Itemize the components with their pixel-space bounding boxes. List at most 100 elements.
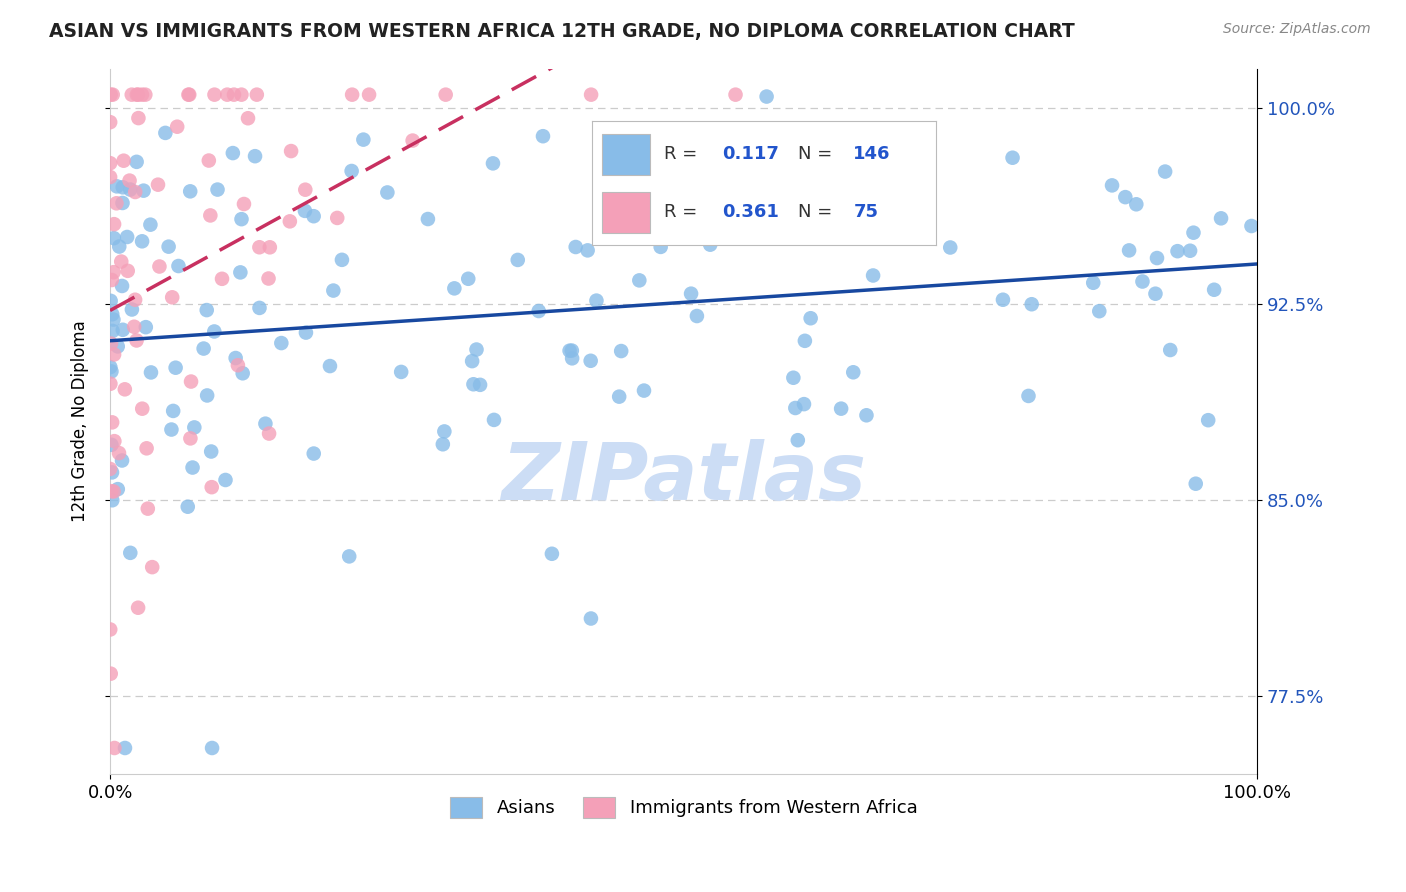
Point [177, 500, 200, 514]
Point [340, 87, 363, 102]
Point [127, 600, 149, 615]
Point [101, 307, 124, 321]
Point [100, 293, 122, 308]
Point [650, 240, 672, 254]
Point [377, 186, 399, 200]
Point [482, 413, 505, 427]
Point [1204, 283, 1226, 297]
Point [1017, 389, 1039, 403]
Point [1182, 226, 1205, 240]
Point [131, 235, 153, 249]
Point [564, 240, 586, 254]
Point [782, 370, 804, 384]
Point [862, 268, 884, 283]
Point [131, 401, 153, 416]
Point [340, 164, 363, 178]
Point [193, 342, 215, 356]
Point [141, 560, 163, 574]
Point [195, 388, 218, 402]
Point [201, 741, 224, 756]
Point [177, 87, 200, 102]
Point [855, 409, 877, 423]
Point [664, 211, 686, 226]
Point [114, 382, 136, 396]
Point [1197, 413, 1219, 427]
Point [226, 358, 249, 372]
Point [131, 87, 153, 102]
Point [202, 325, 225, 339]
Point [162, 404, 184, 418]
Point [468, 377, 491, 392]
Point [585, 293, 607, 308]
Point [146, 178, 169, 192]
Point [127, 87, 149, 102]
Point [1209, 211, 1232, 226]
Point [101, 416, 124, 430]
Point [110, 254, 132, 268]
Point [401, 134, 423, 148]
Point [257, 271, 280, 285]
Point [579, 87, 602, 102]
Point [817, 178, 839, 193]
Point [134, 87, 156, 102]
Point [120, 546, 142, 560]
Point [211, 272, 233, 286]
Point [1114, 190, 1136, 204]
Point [828, 216, 851, 230]
Point [103, 231, 125, 245]
Point [118, 173, 141, 187]
Point [527, 304, 550, 318]
Point [120, 182, 142, 196]
Point [1154, 164, 1177, 178]
Point [579, 353, 602, 368]
Point [326, 211, 349, 225]
Point [278, 214, 301, 228]
Point [160, 423, 183, 437]
Point [868, 187, 890, 202]
Point [1132, 275, 1154, 289]
Point [243, 149, 266, 163]
Point [214, 473, 236, 487]
Point [167, 259, 190, 273]
Point [103, 434, 125, 449]
Point [270, 336, 292, 351]
Point [217, 87, 239, 102]
Point [434, 87, 457, 102]
Point [111, 279, 134, 293]
Point [800, 311, 823, 326]
Point [101, 466, 124, 480]
Point [179, 431, 201, 445]
Point [100, 484, 122, 499]
Point [782, 173, 804, 187]
Point [200, 444, 222, 458]
Point [830, 401, 852, 416]
Point [100, 87, 122, 102]
Point [319, 359, 342, 373]
Point [183, 420, 205, 434]
Point [1159, 343, 1181, 357]
Point [139, 218, 162, 232]
Point [101, 324, 124, 338]
Point [181, 460, 204, 475]
Point [124, 293, 146, 307]
Point [204, 87, 226, 102]
Point [1088, 304, 1111, 318]
Point [1144, 286, 1167, 301]
Point [139, 366, 162, 380]
Point [98, 156, 121, 170]
Point [786, 433, 808, 447]
Point [111, 180, 134, 194]
Point [699, 237, 721, 252]
Text: Source: ZipAtlas.com: Source: ZipAtlas.com [1223, 22, 1371, 37]
Point [125, 334, 148, 348]
Point [117, 264, 139, 278]
Point [157, 240, 180, 254]
Point [107, 339, 129, 353]
Point [112, 153, 135, 168]
Point [100, 666, 122, 681]
Y-axis label: 12th Grade, No Diploma: 12th Grade, No Diploma [72, 320, 89, 522]
Point [135, 320, 157, 334]
Point [127, 111, 149, 125]
Point [295, 326, 318, 340]
Point [835, 215, 858, 229]
